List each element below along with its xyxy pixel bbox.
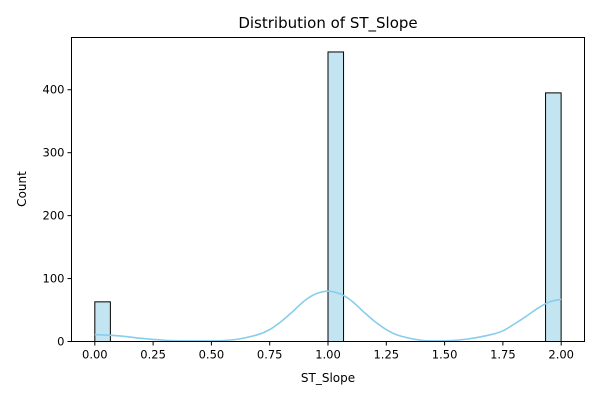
x-tick-label: 1.50: [432, 348, 458, 362]
x-tick-label: 0.75: [257, 348, 283, 362]
x-tick-label: 1.25: [373, 348, 399, 362]
x-axis-label: ST_Slope: [301, 371, 355, 385]
x-tick-label: 0.50: [199, 348, 225, 362]
kde-curve: [94, 290, 562, 342]
x-tick-label: 0.25: [140, 348, 166, 362]
y-tick-label: 400: [43, 83, 65, 97]
x-tick-label: 1.00: [315, 348, 341, 362]
x-tick-label: 2.00: [548, 348, 574, 362]
kde-layer: [94, 290, 562, 342]
x-tick-label: 0.00: [82, 348, 108, 362]
x-tick-label: 1.75: [490, 348, 516, 362]
bars-layer: [94, 51, 562, 343]
x-axis: 0.00 0.25 0.50 0.75 1.00 1.25 1.50 1.75 2.00: [82, 341, 574, 362]
y-axis-label: Count: [15, 171, 29, 207]
y-tick-label: 100: [43, 272, 65, 286]
y-tick-label: 0: [57, 335, 64, 349]
histogram-bar-2: [545, 92, 562, 342]
y-axis: 0 100 200 300 400: [43, 83, 72, 349]
y-tick-label: 200: [43, 209, 65, 223]
histogram-bar-1: [327, 51, 345, 342]
chart-title: Distribution of ST_Slope: [238, 14, 417, 33]
y-tick-label: 300: [43, 146, 65, 160]
